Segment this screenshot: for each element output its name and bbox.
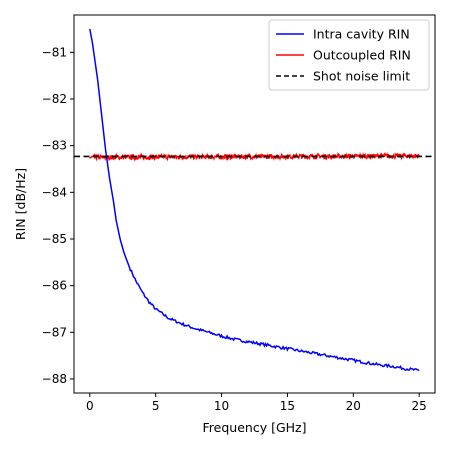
legend-label-shot-noise: Shot noise limit — [313, 69, 410, 84]
y-tick-label: −87 — [42, 325, 67, 339]
x-tick-label: 20 — [346, 399, 361, 413]
series-outcoupled-rin — [89, 151, 420, 162]
x-axis-ticks: 0 5 10 15 20 25 — [86, 393, 427, 413]
x-tick-label: 0 — [86, 399, 94, 413]
y-tick-label: −82 — [42, 92, 67, 106]
y-tick-label: −81 — [42, 45, 67, 59]
legend-frame — [268, 19, 430, 91]
y-axis-label: RIN [dB/Hz] — [13, 168, 28, 240]
y-axis-ticks: −81 −82 −83 −84 −85 −86 −87 −88 — [42, 45, 74, 386]
y-tick-label: −83 — [42, 139, 67, 153]
x-tick-label: 15 — [280, 399, 295, 413]
y-tick-label: −85 — [42, 232, 67, 246]
legend-label-outcoupled: Outcoupled RIN — [313, 48, 411, 63]
plot-frame — [73, 14, 436, 394]
x-tick-label: 25 — [412, 399, 427, 413]
series-layer — [74, 28, 435, 372]
series-intra-cavity-rin — [89, 28, 420, 372]
y-tick-label: −86 — [42, 279, 67, 293]
y-tick-label: −88 — [42, 372, 67, 386]
x-tick-label: 10 — [214, 399, 229, 413]
legend-label-intra-cavity: Intra cavity RIN — [313, 27, 410, 42]
y-tick-label: −84 — [42, 185, 67, 199]
x-axis-label: Frequency [GHz] — [203, 420, 307, 435]
x-tick-label: 5 — [152, 399, 160, 413]
legend: Intra cavity RIN Outcoupled RIN Shot noi… — [268, 19, 430, 91]
